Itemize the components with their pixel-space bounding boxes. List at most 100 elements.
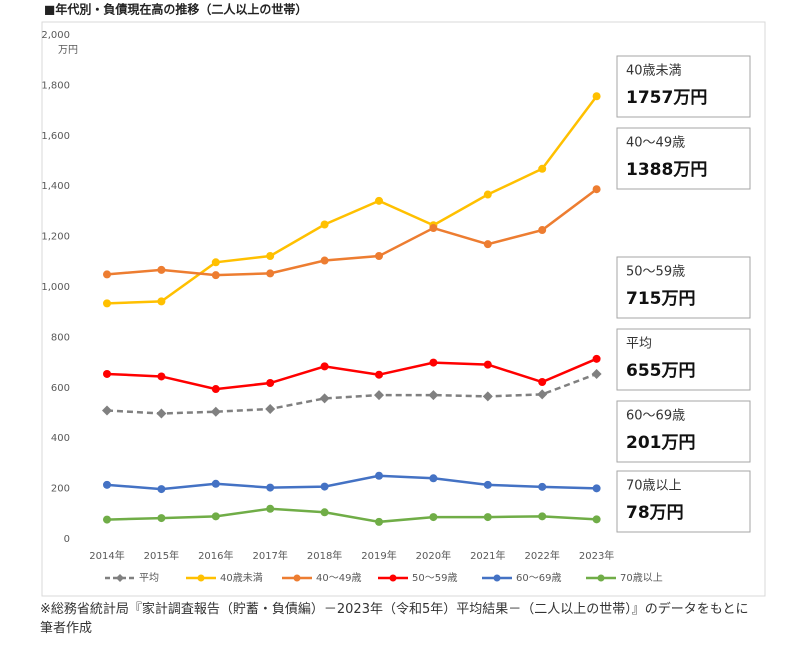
point [266,379,275,388]
annotation-value: 1757万円 [626,88,707,108]
point [375,252,383,261]
point [265,403,276,414]
point [320,362,329,371]
annotation-label: 40歳未満 [626,64,682,79]
point [211,512,220,521]
point [375,196,383,205]
point [157,485,166,494]
point [157,514,166,523]
chart-title: ■年代別・負債現在高の推移（二人以上の世帯） [44,2,307,17]
y-tick-label: 600 [51,383,70,394]
annotation-box [616,55,751,118]
annotation-box [616,470,751,533]
point [211,258,220,267]
legend-label: 50～59歳 [412,572,457,584]
point [374,390,384,401]
point [320,482,329,491]
series-line [106,188,598,277]
point [483,240,492,249]
annotation-label: 平均 [626,337,652,352]
series-line [106,357,598,391]
point [320,508,329,517]
y-tick-label: 400 [51,433,70,444]
legend-marker [597,574,605,582]
annotation-value: 655万円 [626,361,696,381]
legend-marker [293,574,301,582]
x-tick-label: 2014年 [89,549,124,562]
legend-marker [197,574,205,582]
x-tick-label: 2021年 [470,549,505,562]
annotation-value: 78万円 [626,503,684,523]
point [157,265,166,274]
annotation-box [616,127,751,190]
point [320,256,329,265]
annotation-value: 1388万円 [626,160,707,180]
point [103,299,111,308]
point [538,164,547,173]
point [538,512,547,521]
point [266,483,275,492]
annotation-box [616,328,751,391]
y-tick-label: 1,200 [41,232,70,243]
point [157,372,166,381]
x-tick-label: 2017年 [252,549,287,562]
legend-marker [389,574,397,582]
point [482,391,493,402]
point [429,224,438,233]
y-tick-label: 0 [64,534,70,545]
point [483,513,492,522]
x-tick-label: 2022年 [524,549,559,562]
point [429,474,438,483]
source-note: ※総務省統計局『家計調査報告（貯蓄・負債編）－2023年（令和5年）平均結果－（… [40,602,749,636]
point [211,385,220,394]
x-tick-label: 2023年 [579,549,614,562]
point [591,368,602,379]
x-tick-label: 2020年 [416,549,451,562]
series-line [106,95,598,305]
point [266,252,275,261]
chart-frame [41,21,766,597]
point [103,515,111,524]
point [592,185,601,194]
point [266,504,275,513]
point [483,190,492,199]
x-tick-label: 2019年 [361,549,396,562]
y-tick-label: 200 [51,484,70,495]
x-tick-label: 2015年 [144,549,179,562]
point [592,484,601,493]
chart: ■年代別・負債現在高の推移（二人以上の世帯） 万円 0 200 400 600 800 1… [41,2,766,597]
point [483,480,492,489]
point [103,270,111,279]
y-tick-label: 1,600 [41,131,70,142]
point [592,92,601,101]
point [320,220,329,229]
y-tick-label: 1,000 [41,282,70,293]
legend-label: 40歳未満 [220,572,263,584]
y-tick-label: 1,400 [41,181,70,192]
point [592,515,601,524]
point [375,471,383,480]
point [157,297,166,306]
point [210,406,221,417]
point [429,513,438,522]
legend-label: 70歳以上 [620,572,663,584]
y-tick-label: 800 [51,332,70,343]
point [102,405,112,416]
point [538,378,547,387]
annotation-box [616,400,751,463]
point [211,271,220,280]
point [429,358,438,367]
legend-marker [493,574,501,582]
annotation-label: 40～49歳 [626,136,685,151]
point [538,482,547,491]
point [156,408,167,419]
annotation-label: 50～59歳 [626,265,685,280]
x-tick-label: 2018年 [307,549,342,562]
y-unit: 万円 [58,45,78,56]
series-line [106,474,597,491]
point [266,269,275,278]
series-line [106,372,598,415]
legend-marker [116,574,124,582]
point [538,226,547,235]
